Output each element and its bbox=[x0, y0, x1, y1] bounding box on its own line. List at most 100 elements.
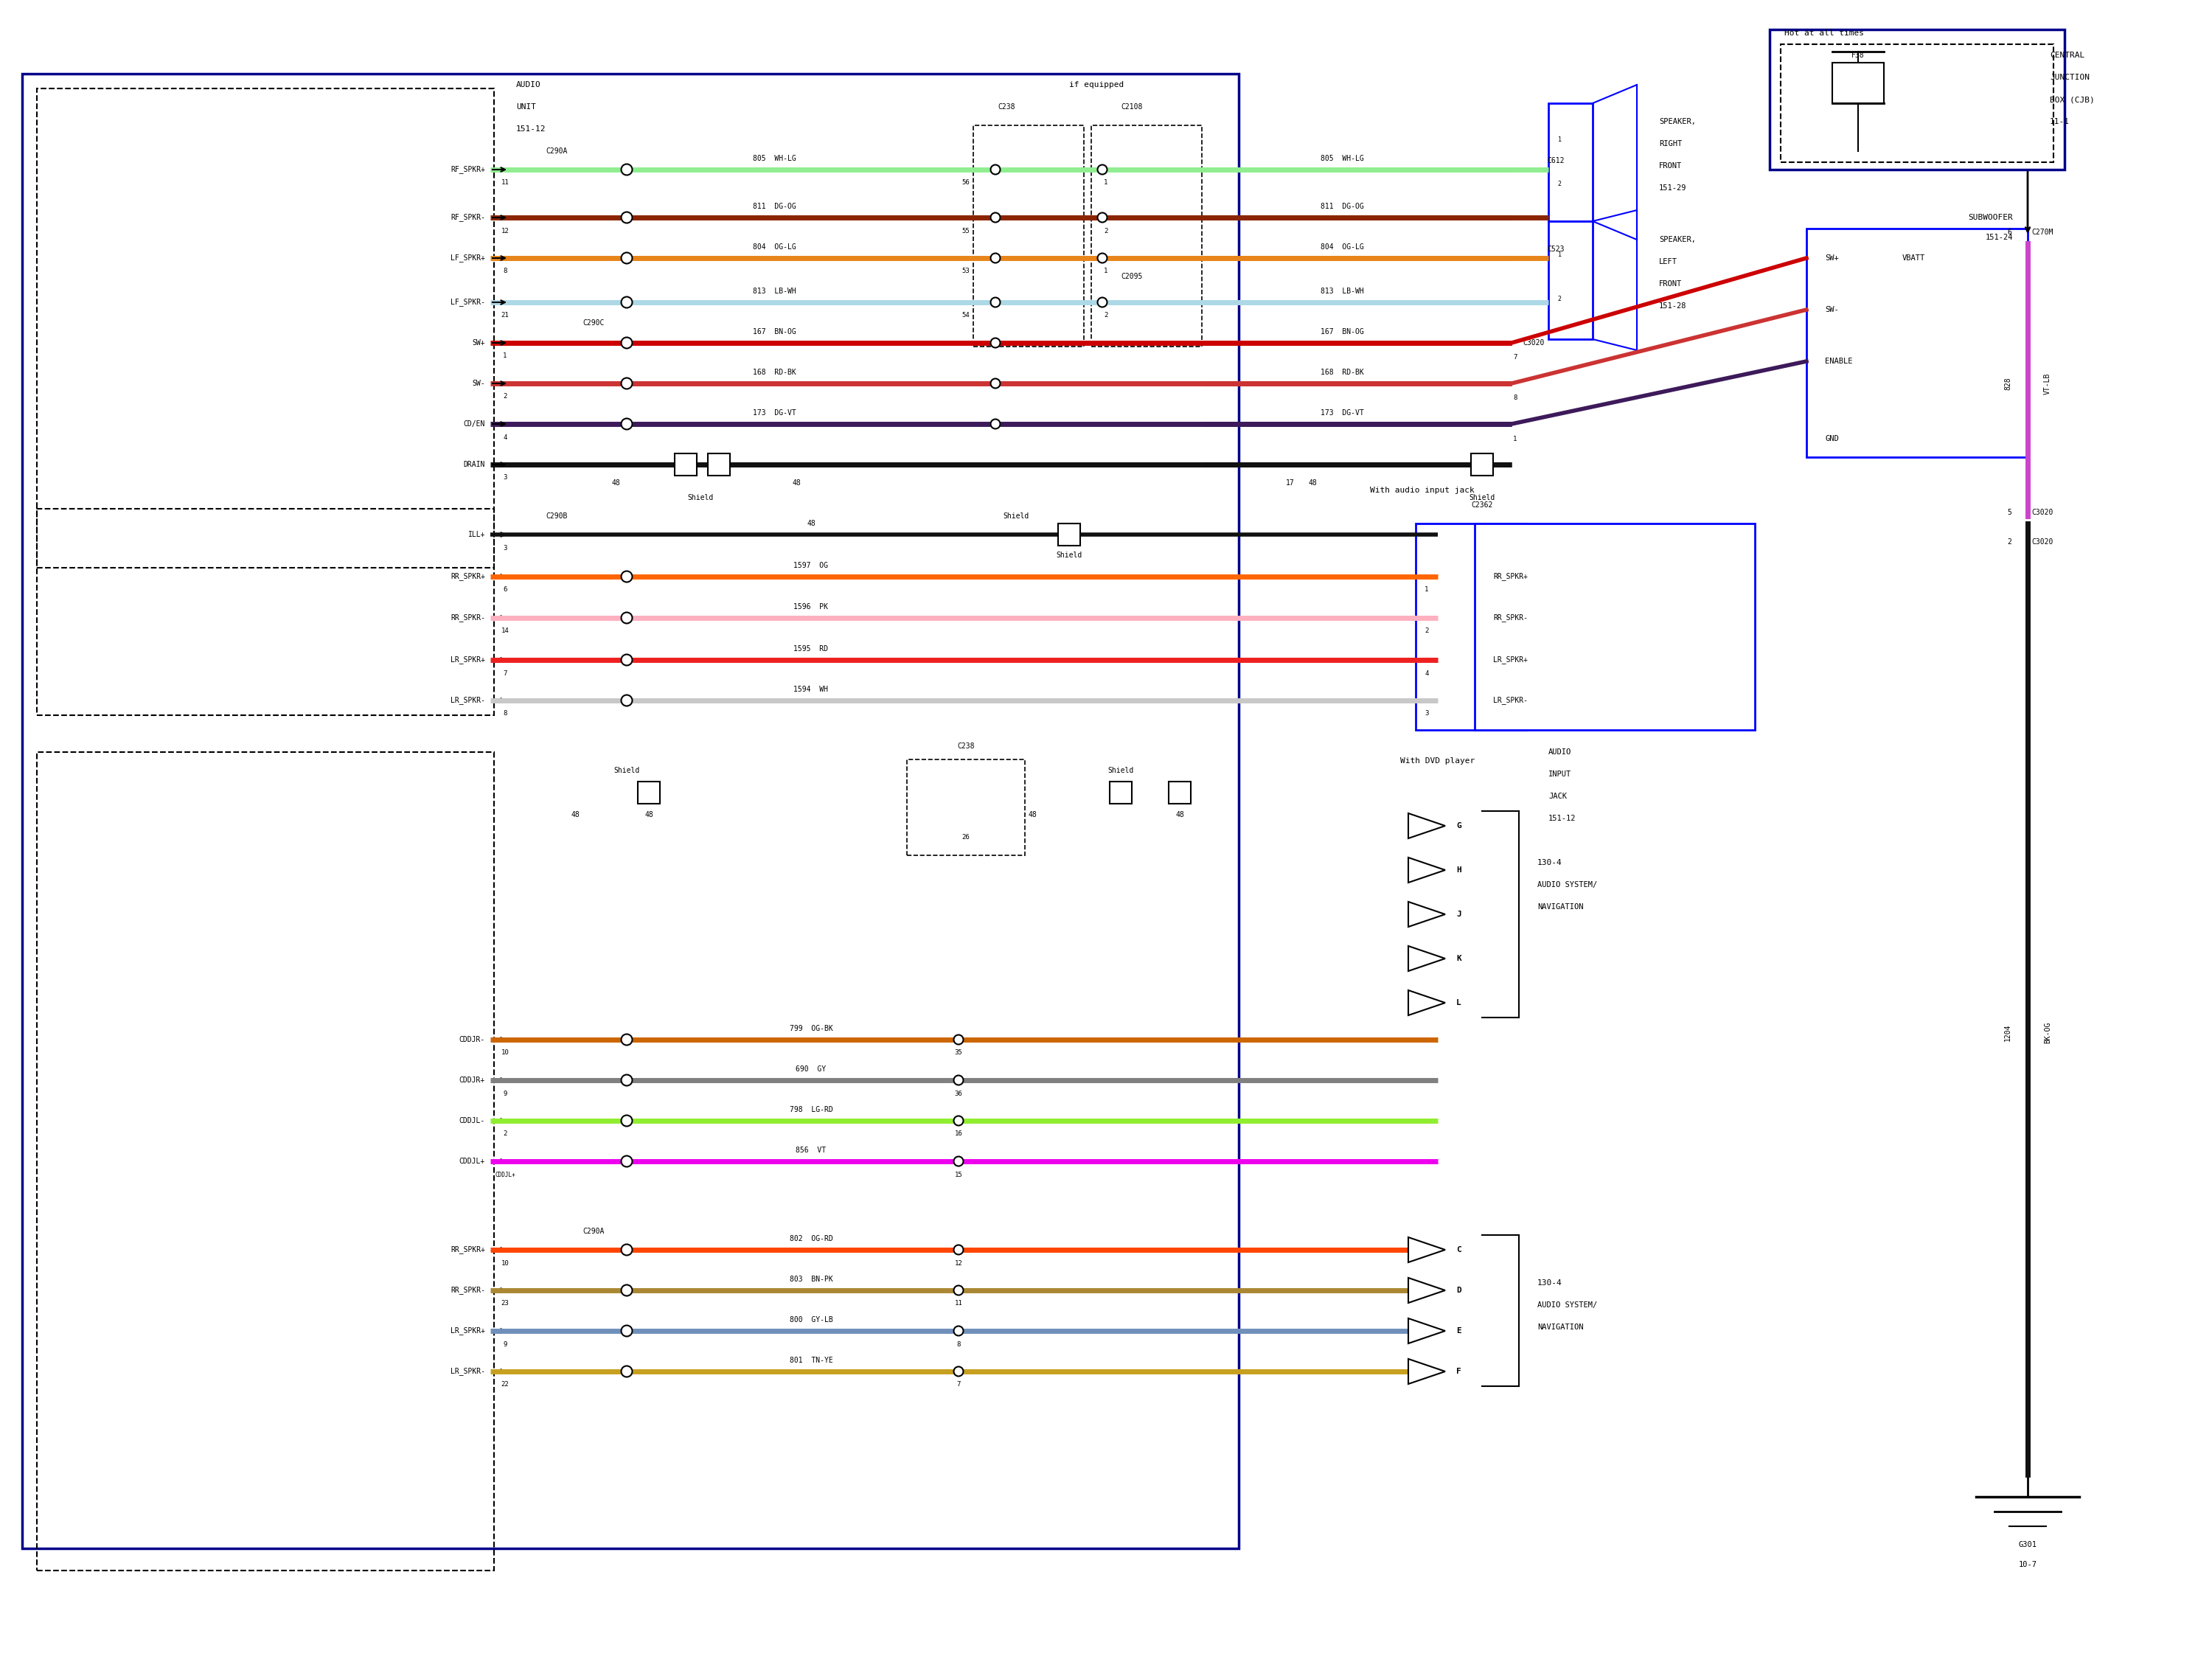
Text: C: C bbox=[1455, 1246, 1462, 1254]
Circle shape bbox=[622, 418, 633, 430]
Text: 55: 55 bbox=[962, 227, 969, 234]
Text: 168  RD-BK: 168 RD-BK bbox=[752, 368, 796, 377]
Text: 151-28: 151-28 bbox=[1659, 302, 1686, 310]
Circle shape bbox=[622, 212, 633, 222]
Text: RR_SPKR-: RR_SPKR- bbox=[451, 1286, 484, 1294]
Text: 5: 5 bbox=[2006, 509, 2011, 516]
Circle shape bbox=[622, 1156, 633, 1166]
Text: Shield: Shield bbox=[1108, 766, 1135, 775]
Text: 2: 2 bbox=[1557, 181, 1562, 187]
Text: F38: F38 bbox=[1851, 51, 1865, 60]
Text: 56: 56 bbox=[962, 179, 969, 186]
Text: C2362: C2362 bbox=[1471, 501, 1493, 509]
Text: 167  BN-OG: 167 BN-OG bbox=[752, 328, 796, 335]
Polygon shape bbox=[1409, 1277, 1444, 1302]
Circle shape bbox=[991, 297, 1000, 307]
Text: 54: 54 bbox=[962, 312, 969, 319]
Text: 804  OG-LG: 804 OG-LG bbox=[1321, 244, 1363, 251]
Polygon shape bbox=[1409, 1359, 1444, 1384]
Text: LR_SPKR-: LR_SPKR- bbox=[451, 697, 484, 705]
Text: RR_SPKR+: RR_SPKR+ bbox=[451, 1246, 484, 1254]
Text: 801  TN-YE: 801 TN-YE bbox=[790, 1357, 832, 1364]
Text: C2108: C2108 bbox=[1121, 103, 1144, 111]
Text: 48: 48 bbox=[644, 811, 653, 818]
Text: 151-12: 151-12 bbox=[515, 126, 546, 133]
Text: 1: 1 bbox=[1104, 269, 1108, 275]
Text: C270M: C270M bbox=[2031, 229, 2053, 236]
Circle shape bbox=[953, 1326, 964, 1335]
Circle shape bbox=[622, 164, 633, 176]
Text: 168  RD-BK: 168 RD-BK bbox=[1321, 368, 1363, 377]
Circle shape bbox=[991, 254, 1000, 262]
Circle shape bbox=[953, 1035, 964, 1045]
Text: 798  LG-RD: 798 LG-RD bbox=[790, 1107, 832, 1113]
Text: H: H bbox=[1455, 866, 1462, 874]
Text: SW+: SW+ bbox=[471, 338, 484, 347]
Text: 10: 10 bbox=[502, 1050, 509, 1057]
Text: 17: 17 bbox=[1285, 479, 1294, 486]
Text: ENABLE: ENABLE bbox=[1825, 358, 1854, 365]
Circle shape bbox=[622, 612, 633, 624]
Text: CDDJL-: CDDJL- bbox=[460, 1117, 484, 1125]
Text: 130-4: 130-4 bbox=[1537, 1279, 1562, 1287]
Text: C523: C523 bbox=[1546, 246, 1564, 252]
Circle shape bbox=[991, 164, 1000, 174]
Text: RR_SPKR+: RR_SPKR+ bbox=[1493, 572, 1528, 581]
Text: 48: 48 bbox=[1175, 811, 1183, 818]
Text: 48: 48 bbox=[807, 519, 816, 528]
Text: VT-LB: VT-LB bbox=[2044, 373, 2051, 395]
Circle shape bbox=[953, 1286, 964, 1296]
FancyBboxPatch shape bbox=[1548, 221, 1593, 338]
Text: NAVIGATION: NAVIGATION bbox=[1537, 902, 1584, 911]
Text: 173  DG-VT: 173 DG-VT bbox=[752, 410, 796, 416]
Text: 7: 7 bbox=[956, 1382, 960, 1389]
Text: Hot at all times: Hot at all times bbox=[1785, 30, 1865, 36]
Text: Shield: Shield bbox=[1002, 513, 1029, 519]
Text: 1204: 1204 bbox=[2004, 1024, 2011, 1040]
Text: SW-: SW- bbox=[1825, 305, 1838, 314]
Text: AUDIO SYSTEM/: AUDIO SYSTEM/ bbox=[1537, 881, 1597, 889]
Text: 11-1: 11-1 bbox=[2051, 118, 2070, 126]
Circle shape bbox=[622, 1284, 633, 1296]
Text: 813  LB-WH: 813 LB-WH bbox=[1321, 287, 1363, 295]
Text: 9: 9 bbox=[502, 1090, 507, 1097]
Text: 2: 2 bbox=[2006, 538, 2011, 546]
Circle shape bbox=[1097, 297, 1106, 307]
Text: 173  DG-VT: 173 DG-VT bbox=[1321, 410, 1363, 416]
Polygon shape bbox=[1409, 946, 1444, 971]
Circle shape bbox=[622, 1244, 633, 1256]
Text: C238: C238 bbox=[998, 103, 1015, 111]
Text: AUDIO: AUDIO bbox=[1548, 748, 1571, 757]
Text: E: E bbox=[1455, 1327, 1462, 1334]
Text: 7: 7 bbox=[1513, 355, 1517, 362]
Text: With audio input jack: With audio input jack bbox=[1369, 486, 1475, 494]
Circle shape bbox=[953, 1244, 964, 1254]
Text: 799  OG-BK: 799 OG-BK bbox=[790, 1025, 832, 1032]
Text: 48: 48 bbox=[1307, 479, 1316, 486]
Circle shape bbox=[991, 338, 1000, 348]
Polygon shape bbox=[1409, 902, 1444, 927]
Text: 130-4: 130-4 bbox=[1537, 859, 1562, 866]
FancyBboxPatch shape bbox=[1416, 524, 1526, 730]
Text: C290A: C290A bbox=[582, 1228, 604, 1234]
Text: JACK: JACK bbox=[1548, 793, 1566, 800]
Text: LF_SPKR+: LF_SPKR+ bbox=[451, 254, 484, 262]
FancyBboxPatch shape bbox=[1832, 63, 1885, 103]
Text: AUDIO SYSTEM/: AUDIO SYSTEM/ bbox=[1537, 1301, 1597, 1309]
Text: 800  GY-LB: 800 GY-LB bbox=[790, 1316, 832, 1324]
Text: FRONT: FRONT bbox=[1659, 280, 1681, 287]
Circle shape bbox=[622, 297, 633, 309]
Text: LEFT: LEFT bbox=[1659, 259, 1677, 265]
Text: D: D bbox=[1455, 1287, 1462, 1294]
Text: 10: 10 bbox=[502, 1259, 509, 1266]
Text: J: J bbox=[1455, 911, 1462, 917]
Text: 690  GY: 690 GY bbox=[796, 1065, 827, 1073]
Text: 36: 36 bbox=[956, 1090, 962, 1097]
Text: LR_SPKR-: LR_SPKR- bbox=[451, 1367, 484, 1375]
Text: 2: 2 bbox=[1425, 627, 1429, 634]
Circle shape bbox=[622, 695, 633, 707]
Text: 1: 1 bbox=[1104, 179, 1108, 186]
Circle shape bbox=[622, 654, 633, 665]
Circle shape bbox=[622, 1365, 633, 1377]
Text: 8: 8 bbox=[502, 710, 507, 717]
